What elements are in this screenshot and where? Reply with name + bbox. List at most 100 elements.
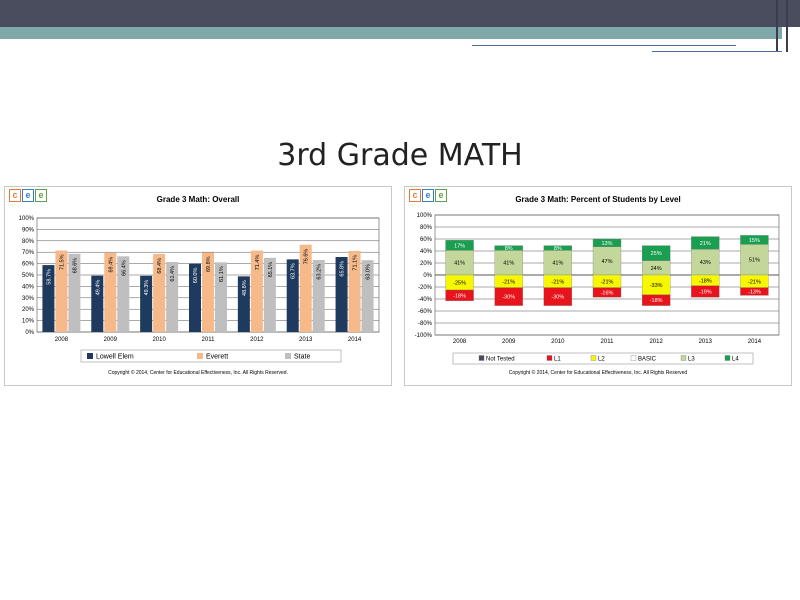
data-label: 48.8% xyxy=(242,280,248,296)
legend-swatch xyxy=(724,355,731,361)
data-label: 60.0% xyxy=(193,268,199,284)
data-label: 71.1% xyxy=(353,255,359,271)
data-label: 58.7% xyxy=(46,269,52,285)
data-label: 68.4% xyxy=(157,258,163,274)
legend-box xyxy=(452,352,754,365)
chart-title: Grade 3 Math: Percent of Students by Lev… xyxy=(515,195,681,204)
y-tick-label: 80% xyxy=(22,239,35,245)
copyright-text: Copyright © 2014, Center for Educational… xyxy=(508,370,688,376)
stacked-segment xyxy=(445,250,474,276)
y-tick-label: 100% xyxy=(19,216,35,222)
stacked-segment xyxy=(740,244,769,276)
decorative-vertical-line xyxy=(776,0,778,52)
stacked-segment xyxy=(494,245,523,251)
x-tick-label: 2009 xyxy=(104,337,118,343)
data-label: 69.4% xyxy=(108,257,114,273)
legend-label: Lowell Elem xyxy=(96,354,134,361)
data-label: 21% xyxy=(700,241,711,247)
data-label: 8% xyxy=(505,246,513,252)
legend-swatch xyxy=(546,355,553,361)
legend-label: L2 xyxy=(598,357,605,363)
bar xyxy=(153,254,166,332)
y-tick-label: 60% xyxy=(22,262,35,268)
y-tick-label: -60% xyxy=(418,309,433,315)
stacked-segment xyxy=(543,245,573,251)
legend-swatch xyxy=(478,355,485,361)
y-tick-label: 10% xyxy=(22,319,35,325)
data-label: 69.8% xyxy=(206,256,212,272)
bar xyxy=(263,257,276,332)
data-label: 66.4% xyxy=(121,260,127,276)
data-label: 51% xyxy=(749,258,760,264)
bar xyxy=(250,250,263,332)
y-tick-label: 0% xyxy=(25,330,34,336)
y-tick-label: 0% xyxy=(423,273,432,279)
x-tick-label: 2013 xyxy=(699,339,713,345)
legend-label: Not Tested xyxy=(486,357,515,363)
bar xyxy=(91,275,104,332)
logo-letter: e xyxy=(435,189,447,202)
data-label: 49.3% xyxy=(144,280,150,296)
legend-label: BASIC xyxy=(638,357,657,363)
bar xyxy=(68,253,81,332)
y-tick-label: 40% xyxy=(420,249,433,255)
y-tick-label: -40% xyxy=(418,297,433,303)
copyright-text: Copyright © 2014, Center for Educational… xyxy=(108,370,288,376)
level-stacked-chart: -100% -80% -60% -40% -20% 0% 20% 40% 60% 80% 100% 4… xyxy=(415,213,780,365)
x-tick-label: 2014 xyxy=(748,339,762,345)
stacked-segment xyxy=(445,289,474,301)
stacked-segment xyxy=(691,285,720,298)
bar xyxy=(202,252,214,332)
data-label: 71.4% xyxy=(255,255,261,271)
stacked-segment xyxy=(494,287,523,306)
decorative-rule xyxy=(472,45,736,46)
y-tick-label: 30% xyxy=(22,296,35,302)
stacked-segment xyxy=(592,238,622,247)
data-label: -21% xyxy=(502,279,515,285)
y-tick-label: 40% xyxy=(22,284,35,290)
bar xyxy=(237,276,250,332)
stacked-segment xyxy=(543,250,573,276)
decorative-vertical-line xyxy=(786,0,788,52)
bar xyxy=(286,259,299,332)
data-label: -25% xyxy=(453,281,466,287)
data-label: -16% xyxy=(601,290,614,296)
stacked-segment xyxy=(691,249,720,276)
data-label: 49.4% xyxy=(95,280,101,296)
x-tick-label: 2009 xyxy=(502,339,516,345)
data-label: -19% xyxy=(699,290,712,296)
x-tick-label: 2010 xyxy=(551,339,565,345)
data-label: 41% xyxy=(454,261,465,267)
stacked-segment xyxy=(740,287,769,296)
bar xyxy=(189,263,201,332)
y-tick-label: 90% xyxy=(22,227,35,233)
slide-title: 3rd Grade MATH xyxy=(277,138,523,173)
data-label: 25% xyxy=(651,251,662,257)
y-tick-label: 70% xyxy=(22,250,35,256)
logo-letter: e xyxy=(422,189,434,202)
stacked-segment xyxy=(740,235,769,245)
stacked-segment xyxy=(592,287,622,298)
data-label: 61.1% xyxy=(219,266,225,282)
data-label: -21% xyxy=(601,279,614,285)
bar xyxy=(104,252,117,332)
stacked-segment xyxy=(641,294,671,306)
legend-swatch xyxy=(285,353,291,359)
bar xyxy=(215,262,227,332)
data-label: 63.7% xyxy=(291,263,297,279)
overall-chart-panel: c e e Grade 3 Math: Overall 0% 10% 20% 30% 4… xyxy=(4,186,392,386)
data-label: -33% xyxy=(650,283,663,289)
data-label: 15% xyxy=(749,238,760,244)
data-label: -30% xyxy=(551,295,564,301)
data-label: 63.2% xyxy=(317,264,323,280)
legend-label: L3 xyxy=(688,357,695,363)
legend-swatch xyxy=(87,353,93,359)
bar xyxy=(42,265,55,332)
y-tick-label: 60% xyxy=(420,237,433,243)
legend-label: Everett xyxy=(206,354,228,361)
data-label: -18% xyxy=(453,293,466,299)
data-label: 47% xyxy=(601,259,612,265)
bar xyxy=(55,250,68,332)
data-label: 8% xyxy=(554,246,562,252)
bar xyxy=(299,244,312,332)
